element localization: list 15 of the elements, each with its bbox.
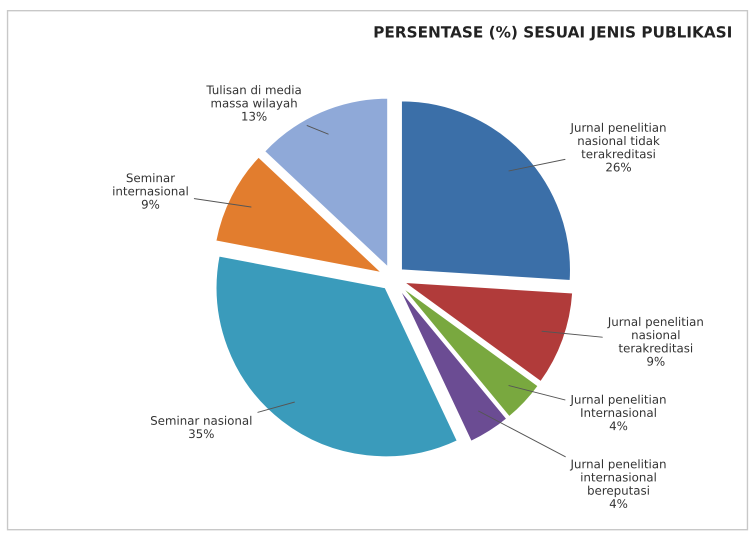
data-label: 35% xyxy=(189,429,214,438)
data-label: 26% xyxy=(606,162,631,172)
data-label: 13% xyxy=(242,112,267,121)
data-label: 4% xyxy=(610,421,628,430)
slice-label: Seminar internasional xyxy=(113,173,188,196)
data-label: 9% xyxy=(647,356,665,366)
slice-label: Jurnal penelitian internasional bereputasi xyxy=(570,459,666,498)
slice-label: Seminar nasional xyxy=(150,416,252,425)
slice-label: Jurnal penelitian nasional tidak terakreditasi xyxy=(570,122,666,158)
chart-title: PERSENTASE (%) SESUAI JENIS PUBLIKASI xyxy=(374,26,731,41)
slice-label: Tulisan di media massa wilayah xyxy=(206,85,301,110)
data-label: 9% xyxy=(142,200,160,209)
slice-label: Jurnal penelitian nasional terakreditasi xyxy=(607,316,703,353)
slice-label: Jurnal penelitian Internasional xyxy=(570,394,666,418)
data-label: 4% xyxy=(610,499,628,508)
